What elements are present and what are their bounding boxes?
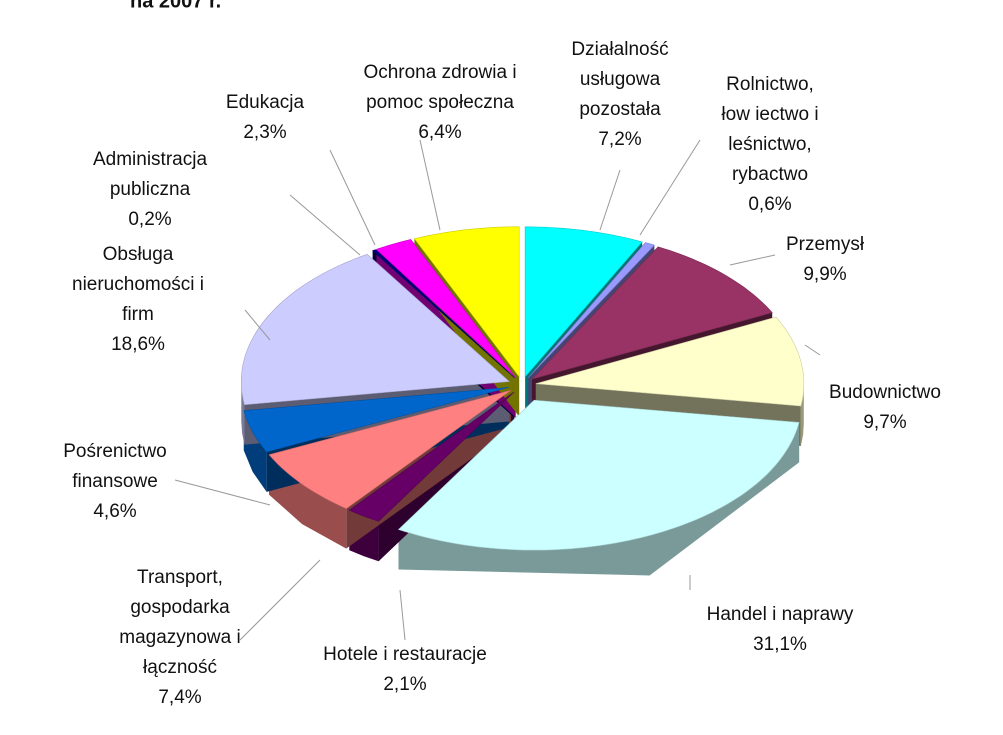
- category-label: Budownictwo: [829, 382, 941, 403]
- category-label: Obsługa nieruchomości i firm: [72, 244, 204, 325]
- slice: [531, 246, 773, 380]
- value-label: 7,2%: [598, 129, 641, 150]
- value-label: 31,1%: [753, 634, 807, 655]
- value-label: 9,7%: [863, 412, 906, 433]
- leader-line: [639, 139, 701, 236]
- leader-line: [289, 194, 361, 256]
- value-label: 6,4%: [418, 122, 461, 143]
- category-label: Transport, gospodarka magazynowa i łączność: [119, 567, 240, 678]
- slice: [528, 242, 655, 378]
- leader-line: [399, 589, 406, 641]
- leader-line: [174, 479, 271, 506]
- value-label: 4,6%: [93, 501, 136, 522]
- slice: [524, 226, 643, 378]
- slice: [348, 391, 515, 522]
- slice-wall: [800, 383, 804, 446]
- leader-line: [239, 559, 321, 641]
- value-label: 9,9%: [803, 264, 846, 285]
- slice-wall: [398, 422, 800, 576]
- category-label: Pośrenictwo finansowe: [63, 441, 167, 492]
- slice: [535, 316, 805, 407]
- value-label: 2,3%: [243, 122, 286, 143]
- value-label: 0,6%: [748, 194, 791, 215]
- category-label: Rolnictwo, łow iectwo i leśnictwo, rybactwo: [721, 74, 818, 185]
- slice: [413, 226, 520, 378]
- value-label: 2,1%: [383, 674, 426, 695]
- slice: [268, 389, 512, 509]
- value-label: 7,4%: [158, 687, 201, 708]
- slice-tops: [241, 226, 805, 551]
- category-label: Edukacja: [226, 92, 305, 113]
- slice: [375, 239, 516, 378]
- category-label: Hotele i restauracje: [323, 644, 487, 665]
- slice: [372, 249, 515, 379]
- leader-line: [729, 254, 776, 266]
- category-label: Przemysł: [786, 234, 865, 255]
- category-label: Działalność usługowa pozostała: [571, 39, 668, 120]
- leader-line: [244, 309, 271, 341]
- value-label: 0,2%: [128, 209, 171, 230]
- slice: [397, 399, 800, 551]
- slice-wall: [241, 381, 245, 445]
- category-label: Ochrona zdrowia i pomoc społeczna: [363, 62, 516, 113]
- leader-line: [419, 139, 441, 231]
- value-label: 18,6%: [111, 334, 165, 355]
- leader-line: [329, 149, 376, 246]
- leader-line: [804, 344, 821, 356]
- leader-line: [599, 169, 621, 231]
- chart-title: na 2007 r.: [130, 0, 221, 12]
- slice: [241, 253, 510, 406]
- category-label: Administracja publiczna: [93, 149, 207, 200]
- category-label: Handel i naprawy: [707, 604, 854, 625]
- slice: [243, 387, 509, 453]
